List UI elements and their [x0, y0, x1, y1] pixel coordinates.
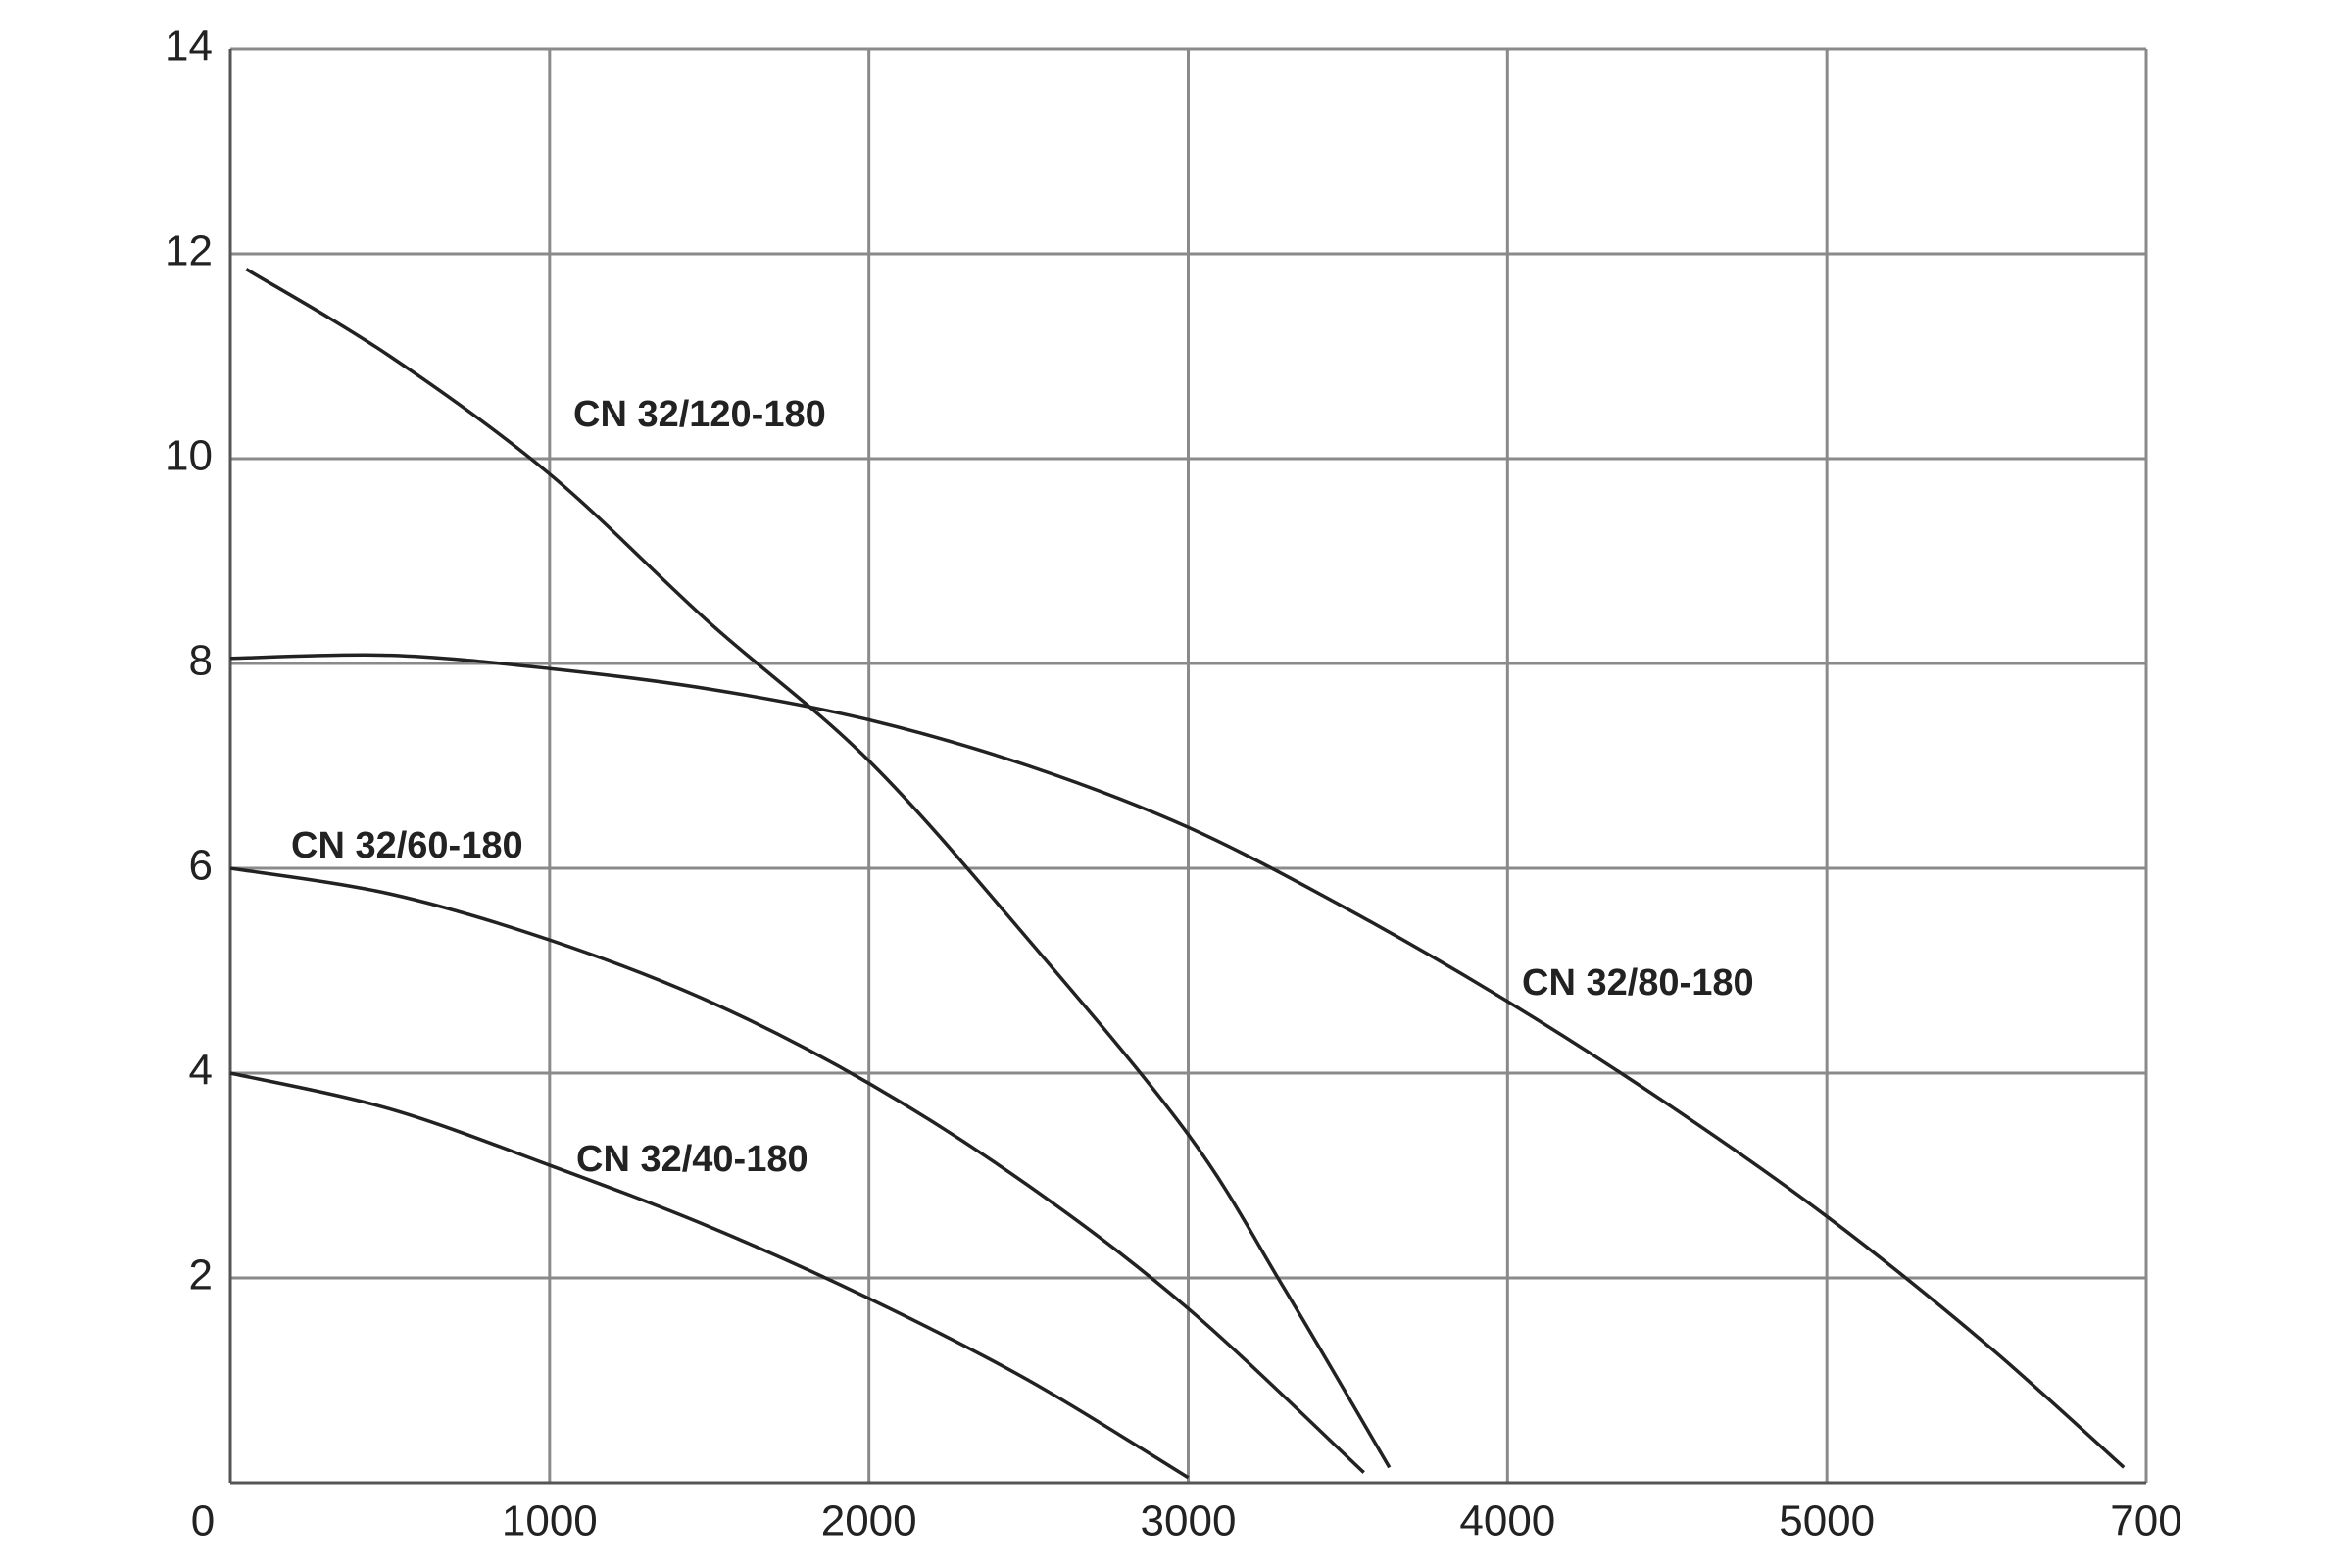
curve-label: CN 32/40-180: [576, 1139, 808, 1180]
curve: [245, 268, 1392, 1469]
y-tick-label: 6: [189, 842, 213, 890]
curve: [229, 866, 1365, 1474]
curve-label: CN 32/120-180: [573, 394, 826, 435]
y-tick-label: 0: [191, 1497, 215, 1545]
curve: [229, 653, 2126, 1469]
x-tick-label: 1000: [502, 1497, 598, 1545]
x-tick-label: 700: [2110, 1497, 2181, 1545]
x-tick-label: 3000: [1141, 1497, 1237, 1545]
curve: [229, 1071, 1190, 1480]
y-tick-label: 2: [189, 1251, 213, 1299]
curve-label: CN 32/80-180: [1522, 962, 1754, 1004]
y-tick-label: 4: [189, 1047, 213, 1095]
y-tick-label: 14: [165, 23, 213, 71]
curve-label: CN 32/60-180: [291, 825, 523, 866]
y-tick-label: 12: [165, 227, 213, 275]
y-tick-label: 10: [165, 432, 213, 480]
x-tick-label: 2000: [821, 1497, 917, 1545]
x-tick-label: 4000: [1459, 1497, 1555, 1545]
x-tick-label: 5000: [1779, 1497, 1875, 1545]
y-tick-label: 8: [189, 637, 213, 685]
